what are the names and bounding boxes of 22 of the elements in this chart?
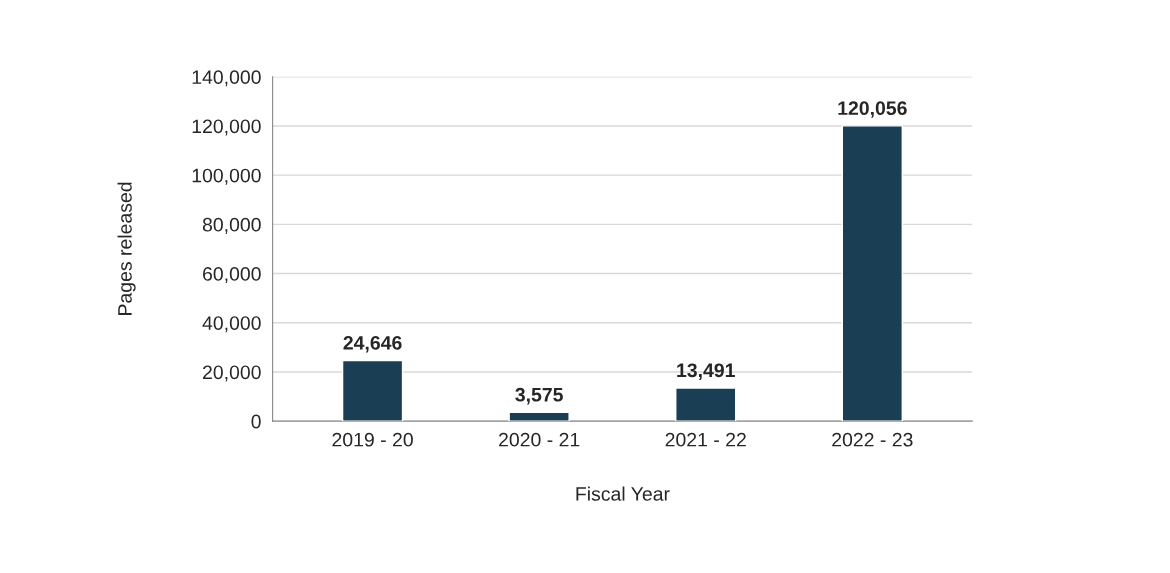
data-label: 13,491 [677, 363, 735, 380]
x-tick-label: 2019 - 20 [332, 432, 413, 447]
data-label: 3,575 [515, 387, 563, 405]
x-tick-label: 2020 - 21 [499, 432, 580, 447]
data-label: 120,056 [838, 101, 907, 118]
y-tick-label: 0 [251, 414, 261, 429]
x-tick-label: 2022 - 23 [832, 432, 913, 447]
y-tick-label: 40,000 [202, 316, 261, 333]
bar [341, 359, 404, 422]
y-tick-label: 80,000 [202, 217, 261, 234]
y-axis-title: Pages released [117, 182, 136, 315]
bar [841, 125, 903, 422]
y-tick-label: 140,000 [192, 70, 261, 87]
bar [675, 387, 737, 422]
y-tick-label: 120,000 [192, 119, 261, 136]
y-tick-label: 20,000 [203, 365, 261, 382]
y-tick-label: 100,000 [192, 168, 261, 185]
x-tick-label: 2021 - 22 [665, 432, 746, 447]
bar [508, 411, 570, 422]
data-label: 24,646 [343, 335, 402, 353]
y-tick-label: 60,000 [203, 267, 261, 284]
x-axis-title: Fiscal Year [576, 486, 670, 501]
